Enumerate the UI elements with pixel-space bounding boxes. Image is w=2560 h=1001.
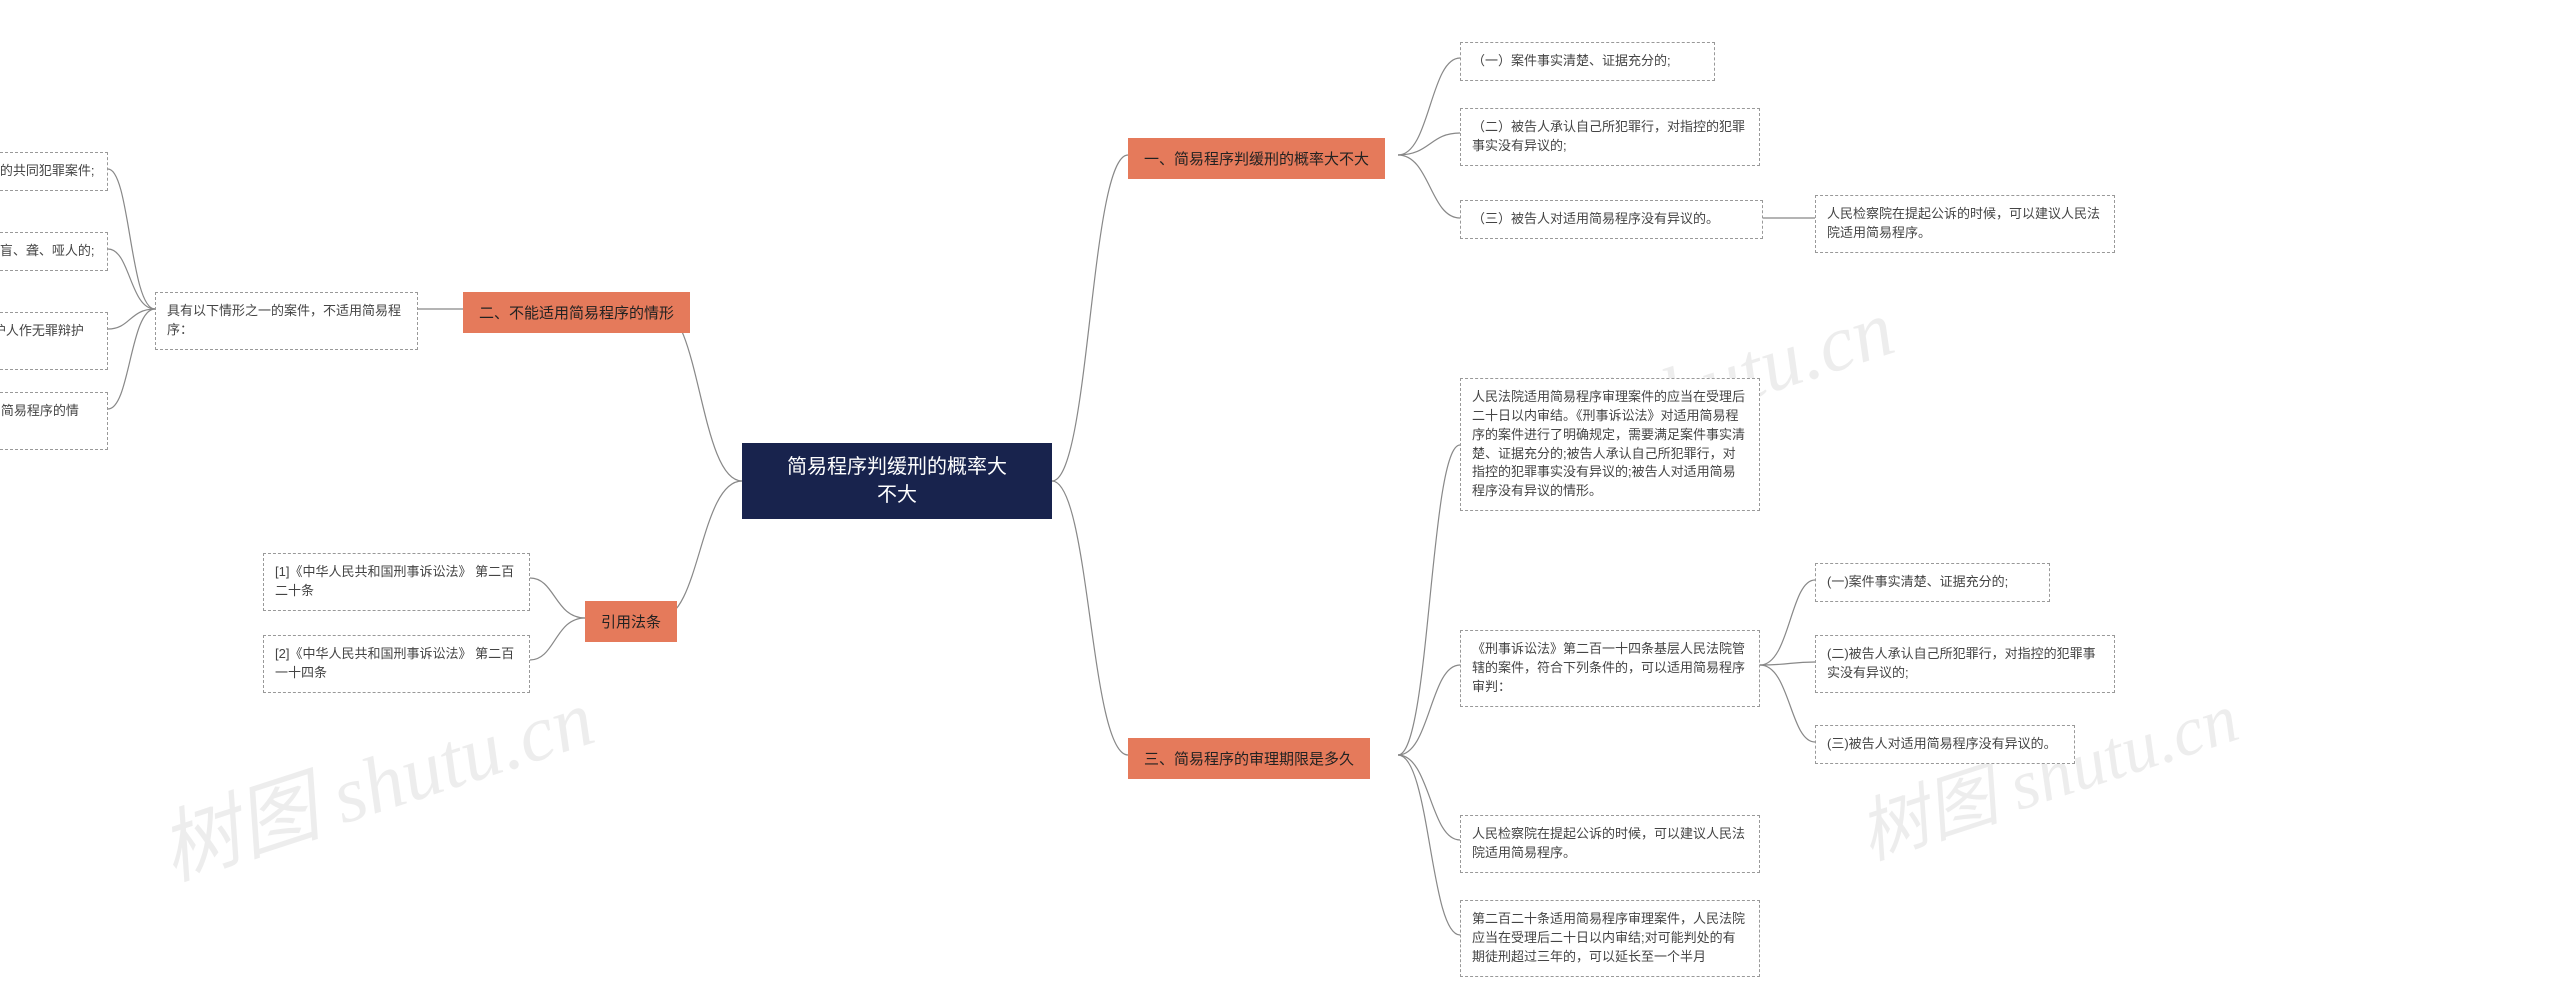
leaf-b3-2-3[interactable]: (三)被告人对适用简易程序没有异议的。: [1815, 725, 2075, 764]
leaf-b3-4[interactable]: 第二百二十条适用简易程序审理案件，人民法院应当在受理后二十日以内审结;对可能判处…: [1460, 900, 1760, 977]
branch-3[interactable]: 三、简易程序的审理期限是多久: [1128, 738, 1370, 779]
leaf-text: 人民法院适用简易程序审理案件的应当在受理后二十日以内审结。《刑事诉讼法》对适用简…: [1472, 389, 1745, 498]
leaf-text: (二)被告人承认自己所犯罪行，对指控的犯罪事实没有异议的;: [1827, 646, 2096, 680]
leaf-b1-3-1[interactable]: 人民检察院在提起公诉的时候，可以建议人民法院适用简易程序。: [1815, 195, 2115, 253]
branch-4[interactable]: 引用法条: [585, 601, 677, 642]
leaf-b1-1[interactable]: （一）案件事实清楚、证据充分的;: [1460, 42, 1715, 81]
leaf-text: (三)被告人对适用简易程序没有异议的。: [1827, 736, 2057, 751]
branch-2-label: 二、不能适用简易程序的情形: [479, 305, 674, 322]
leaf-b3-2-2[interactable]: (二)被告人承认自己所犯罪行，对指控的犯罪事实没有异议的;: [1815, 635, 2115, 693]
leaf-b2-3[interactable]: 3.被告人、辩护人作无罪辩护的;: [0, 312, 108, 370]
leaf-text: 人民检察院在提起公诉的时候，可以建议人民法院适用简易程序。: [1827, 206, 2100, 240]
leaf-text: 3.被告人、辩护人作无罪辩护的;: [0, 323, 84, 357]
branch-2[interactable]: 二、不能适用简易程序的情形: [463, 292, 690, 333]
leaf-text: 具有以下情形之一的案件，不适用简易程序：: [167, 303, 401, 337]
root-node[interactable]: 简易程序判缓刑的概率大 不大: [742, 443, 1052, 519]
leaf-b2-1[interactable]: 1.比较复杂的共同犯罪案件;: [0, 152, 108, 191]
watermark: 树图 shutu.cn: [1844, 662, 2249, 879]
leaf-text: 2.被告人系盲、聋、哑人的;: [0, 243, 94, 258]
leaf-text: 4.其他不宜适用简易程序的情形。: [0, 403, 79, 437]
branch-4-label: 引用法条: [601, 614, 661, 631]
leaf-text: （一）案件事实清楚、证据充分的;: [1472, 53, 1671, 68]
leaf-text: （三）被告人对适用简易程序没有异议的。: [1472, 211, 1719, 226]
leaf-b2-2[interactable]: 2.被告人系盲、聋、哑人的;: [0, 232, 108, 271]
leaf-b3-2[interactable]: 《刑事诉讼法》第二百一十四条基层人民法院管辖的案件，符合下列条件的，可以适用简易…: [1460, 630, 1760, 707]
leaf-text: [2]《中华人民共和国刑事诉讼法》 第二百一十四条: [275, 646, 514, 680]
leaf-text: [1]《中华人民共和国刑事诉讼法》 第二百二十条: [275, 564, 514, 598]
leaf-text: 第二百二十条适用简易程序审理案件，人民法院应当在受理后二十日以内审结;对可能判处…: [1472, 911, 1745, 964]
leaf-b2-4[interactable]: 4.其他不宜适用简易程序的情形。: [0, 392, 108, 450]
leaf-text: 1.比较复杂的共同犯罪案件;: [0, 163, 94, 178]
leaf-b3-3[interactable]: 人民检察院在提起公诉的时候，可以建议人民法院适用简易程序。: [1460, 815, 1760, 873]
branch-3-label: 三、简易程序的审理期限是多久: [1144, 751, 1354, 768]
leaf-b1-3[interactable]: （三）被告人对适用简易程序没有异议的。: [1460, 200, 1763, 239]
leaf-b3-2-1[interactable]: (一)案件事实清楚、证据充分的;: [1815, 563, 2050, 602]
leaf-b4-1[interactable]: [1]《中华人民共和国刑事诉讼法》 第二百二十条: [263, 553, 530, 611]
leaf-b1-2[interactable]: （二）被告人承认自己所犯罪行，对指控的犯罪事实没有异议的;: [1460, 108, 1760, 166]
leaf-b3-1[interactable]: 人民法院适用简易程序审理案件的应当在受理后二十日以内审结。《刑事诉讼法》对适用简…: [1460, 378, 1760, 511]
leaf-text: （二）被告人承认自己所犯罪行，对指控的犯罪事实没有异议的;: [1472, 119, 1745, 153]
branch-1[interactable]: 一、简易程序判缓刑的概率大不大: [1128, 138, 1385, 179]
root-title: 简易程序判缓刑的概率大 不大: [787, 453, 1007, 509]
branch-1-label: 一、简易程序判缓刑的概率大不大: [1144, 151, 1369, 168]
leaf-text: (一)案件事实清楚、证据充分的;: [1827, 574, 2008, 589]
leaf-b2-0[interactable]: 具有以下情形之一的案件，不适用简易程序：: [155, 292, 418, 350]
leaf-b4-2[interactable]: [2]《中华人民共和国刑事诉讼法》 第二百一十四条: [263, 635, 530, 693]
leaf-text: 人民检察院在提起公诉的时候，可以建议人民法院适用简易程序。: [1472, 826, 1745, 860]
leaf-text: 《刑事诉讼法》第二百一十四条基层人民法院管辖的案件，符合下列条件的，可以适用简易…: [1472, 641, 1745, 694]
